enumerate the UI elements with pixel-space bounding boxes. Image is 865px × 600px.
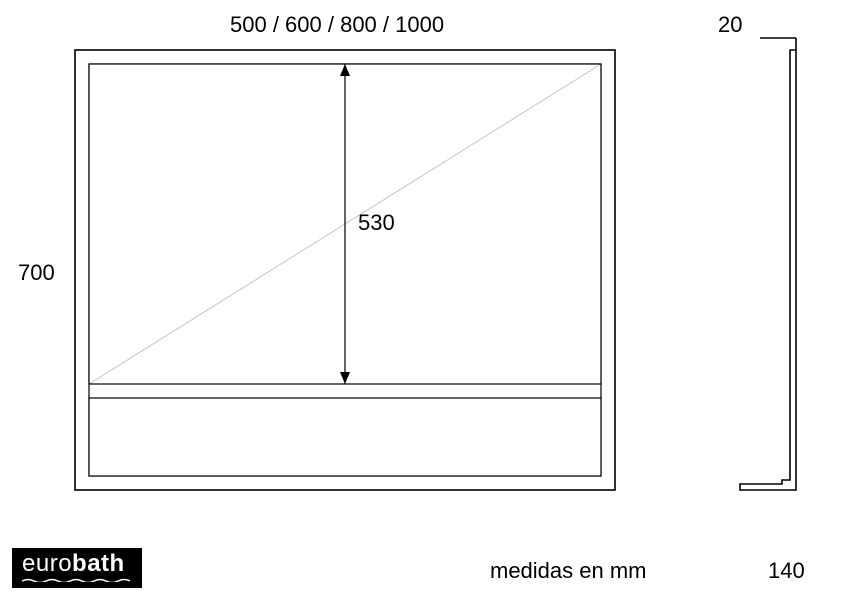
profile-depth-label: 140 — [768, 558, 805, 584]
logo-wave-icon — [22, 578, 132, 582]
mirror-height-label: 530 — [358, 210, 395, 236]
units-note: medidas en mm — [490, 558, 647, 584]
logo-part2: bath — [72, 550, 125, 577]
profile-width-label: 20 — [718, 12, 742, 38]
overall-height-label: 700 — [18, 260, 55, 286]
logo-part1: euro — [22, 550, 72, 577]
width-options-label: 500 / 600 / 800 / 1000 — [230, 12, 444, 38]
brand-logo: eurobath — [12, 548, 142, 588]
